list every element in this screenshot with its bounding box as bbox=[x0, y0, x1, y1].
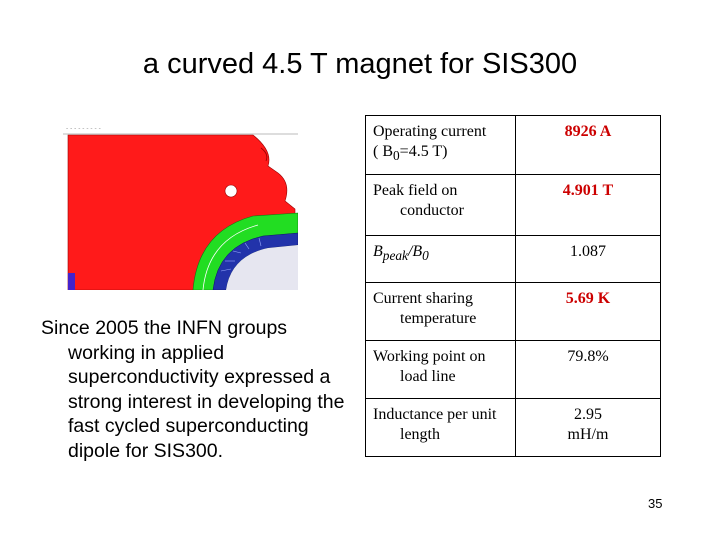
table-row: Operating current ( B0=4.5 T) 8926 A bbox=[365, 115, 661, 175]
row-label: Bpeak/B0 bbox=[365, 235, 516, 283]
row-label: Current sharing temperature bbox=[365, 282, 516, 341]
row-value: 2.95 mH/m bbox=[515, 398, 661, 457]
table-row: Current sharing temperature 5.69 K bbox=[365, 282, 661, 341]
body-text-block: Since 2005 the INFN groups working in ap… bbox=[41, 316, 346, 463]
row-label: Inductance per unit length bbox=[365, 398, 516, 457]
slide-title: a curved 4.5 T magnet for SIS300 bbox=[142, 48, 578, 80]
row-value: 8926 A bbox=[515, 115, 661, 175]
table-row: Inductance per unit length 2.95 mH/m bbox=[365, 398, 661, 457]
table-row: Peak field on conductor 4.901 T bbox=[365, 174, 661, 236]
magnet-cross-section-figure: - - - - - - - - - bbox=[63, 121, 298, 290]
row-label: Working point on load line bbox=[365, 340, 516, 399]
page-number: 35 bbox=[648, 496, 663, 511]
row-label: Peak field on conductor bbox=[365, 174, 516, 236]
table-row: Working point on load line 79.8% bbox=[365, 340, 661, 399]
table-row: Bpeak/B0 1.087 bbox=[365, 235, 661, 283]
row-value: 5.69 K bbox=[515, 282, 661, 341]
row-value: 1.087 bbox=[515, 235, 661, 283]
figure-toolbar-text: - - - - - - - - - bbox=[66, 125, 101, 132]
row-label: Operating current ( B0=4.5 T) bbox=[365, 115, 516, 175]
row-value: 79.8% bbox=[515, 340, 661, 399]
magnet-specs-table: Operating current ( B0=4.5 T) 8926 A Pea… bbox=[365, 115, 661, 457]
magnet-cross-section-image: - - - - - - - - - bbox=[63, 121, 298, 290]
row-value: 4.901 T bbox=[515, 174, 661, 236]
body-paragraph: Since 2005 the INFN groups working in ap… bbox=[41, 317, 345, 462]
